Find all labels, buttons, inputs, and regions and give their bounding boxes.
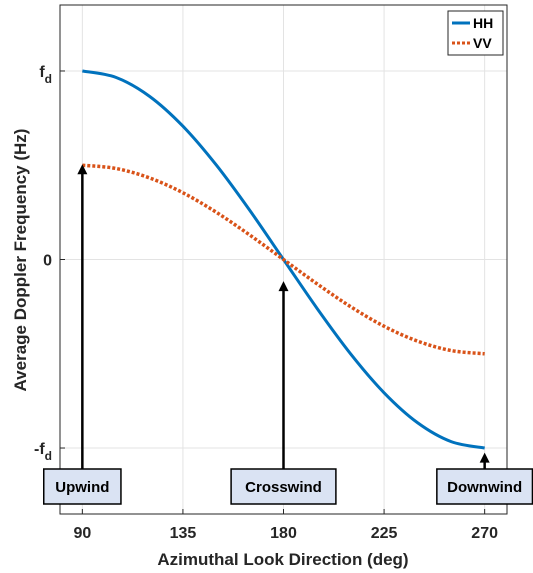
callout-box-downwind: [436, 468, 533, 505]
callout-box-upwind: [43, 468, 122, 505]
legend-box: [447, 10, 504, 56]
y-tick-label: -fd: [34, 441, 52, 463]
series-layer: [82, 69, 485, 450]
x-tick-label: 225: [371, 525, 398, 542]
arrow-head-crosswind: [278, 281, 289, 292]
ticks: 90 135 180 225 270 -fd 0 fd: [34, 64, 498, 542]
arrow-head-downwind: [479, 452, 490, 463]
x-tick-label: 270: [471, 525, 498, 542]
y-tick-label: fd: [39, 64, 52, 86]
callout-label-crosswind: Crosswind: [245, 479, 322, 496]
legend-label-vv: VV: [473, 35, 492, 51]
x-tick-label: 180: [270, 525, 297, 542]
callout-label-downwind: Downwind: [447, 479, 522, 496]
y-axis-label: Average Doppler Frequency (Hz): [11, 129, 30, 392]
callout-label-upwind: Upwind: [55, 479, 109, 496]
legend: HH VV: [447, 10, 504, 56]
arrow-head-upwind: [77, 164, 88, 175]
legend-label-hh: HH: [473, 15, 493, 31]
callout-box-crosswind: [230, 468, 337, 505]
series-line-vv: [82, 163, 485, 356]
x-tick-label: 135: [170, 525, 197, 542]
annotations: Upwind Crosswind Downwind: [43, 164, 533, 505]
x-tick-label: 90: [73, 525, 91, 542]
x-axis-label: Azimuthal Look Direction (deg): [157, 550, 408, 569]
y-tick-label: 0: [43, 253, 52, 270]
